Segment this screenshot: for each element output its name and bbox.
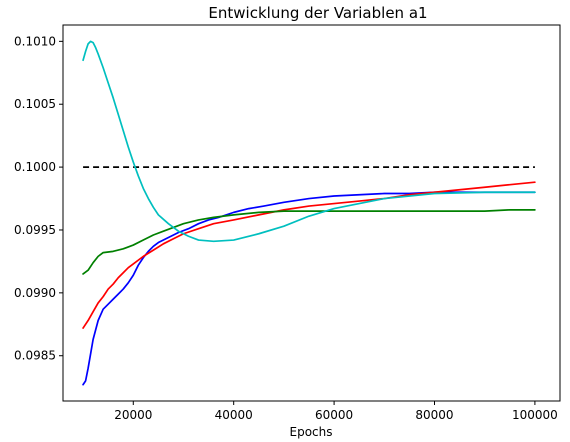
x-tick-label: 20000	[114, 408, 152, 422]
x-tick-label: 100000	[512, 408, 558, 422]
y-tick-label: 0.0995	[14, 223, 56, 237]
x-tick-label: 60000	[315, 408, 353, 422]
plot-frame	[62, 24, 561, 402]
x-tick-label: 80000	[415, 408, 453, 422]
series-line-4	[82, 40, 536, 243]
plot-area: 20000 40000 60000 80000 100000 0.0985 0.0990 0.…	[14, 24, 561, 422]
y-tick-label: 0.1005	[14, 97, 56, 111]
series-line-3	[82, 209, 536, 275]
chart-title: Entwicklung der Variablen a1	[208, 4, 427, 22]
y-tick-label: 0.0990	[14, 286, 56, 300]
x-tick-label: 40000	[215, 408, 253, 422]
y-tick-label: 0.1010	[14, 34, 56, 48]
x-axis-label: Epochs	[290, 425, 333, 439]
y-tick-label: 0.1000	[14, 160, 56, 174]
series-line-1	[82, 191, 536, 386]
y-tick-label: 0.0985	[14, 349, 56, 363]
